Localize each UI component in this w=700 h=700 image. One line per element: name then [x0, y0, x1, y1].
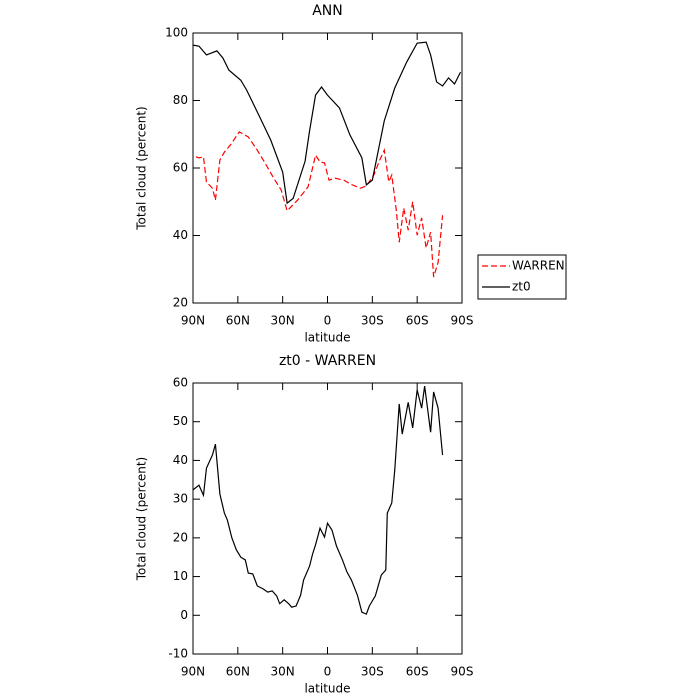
data-line [192, 41, 462, 205]
legend-label: zt0 [512, 280, 531, 294]
y-tick-label: 100 [165, 26, 188, 40]
x-tick-label: 0 [324, 314, 332, 328]
x-axis-label: latitude [304, 682, 350, 696]
x-tick-label: 30N [271, 665, 295, 679]
x-tick-label: 60S [406, 314, 429, 328]
x-tick-label: 60N [226, 665, 250, 679]
legend-box [477, 254, 567, 300]
x-tick-label: 30S [361, 665, 384, 679]
x-tick-label: 30S [361, 314, 384, 328]
panel: zt0 - WARREN -10 0 10 20 30 40 50 60 90N 60N 30N 0 30… [135, 353, 474, 696]
y-tick-label: 10 [173, 569, 188, 583]
x-axis-label: latitude [304, 331, 350, 345]
x-tick-label: 90S [451, 665, 474, 679]
plot-frame [192, 382, 463, 655]
x-tick-label: 60S [406, 665, 429, 679]
data-line [195, 131, 444, 278]
y-tick-label: 0 [180, 608, 188, 622]
x-tick-label: 90N [181, 665, 205, 679]
panel: ANN 20 40 60 80 100 90N 60N 30N 0 30S 60S 90S latitud… [135, 3, 567, 345]
x-tick-label: 90S [451, 314, 474, 328]
x-tick-label: 0 [324, 665, 332, 679]
y-axis-label: Total cloud (percent) [135, 457, 149, 581]
y-tick-label: 80 [173, 93, 188, 107]
chart-title: ANN [312, 3, 343, 19]
y-tick-label: 50 [173, 414, 188, 428]
data-line [192, 386, 444, 615]
y-tick-label: 40 [173, 228, 188, 242]
y-axis-label: Total cloud (percent) [135, 106, 149, 230]
y-tick-label: 40 [173, 453, 188, 467]
y-tick-label: 20 [173, 530, 188, 544]
y-tick-label: 30 [173, 492, 188, 506]
y-tick-label: -10 [168, 647, 188, 661]
y-tick-label: 60 [173, 376, 188, 390]
x-tick-label: 60N [226, 314, 250, 328]
y-tick-label: 60 [173, 161, 188, 175]
x-tick-label: 90N [181, 314, 205, 328]
x-tick-label: 30N [271, 314, 295, 328]
legend-label: WARREN [512, 259, 565, 273]
chart-title: zt0 - WARREN [279, 353, 376, 369]
y-tick-label: 20 [173, 296, 188, 310]
